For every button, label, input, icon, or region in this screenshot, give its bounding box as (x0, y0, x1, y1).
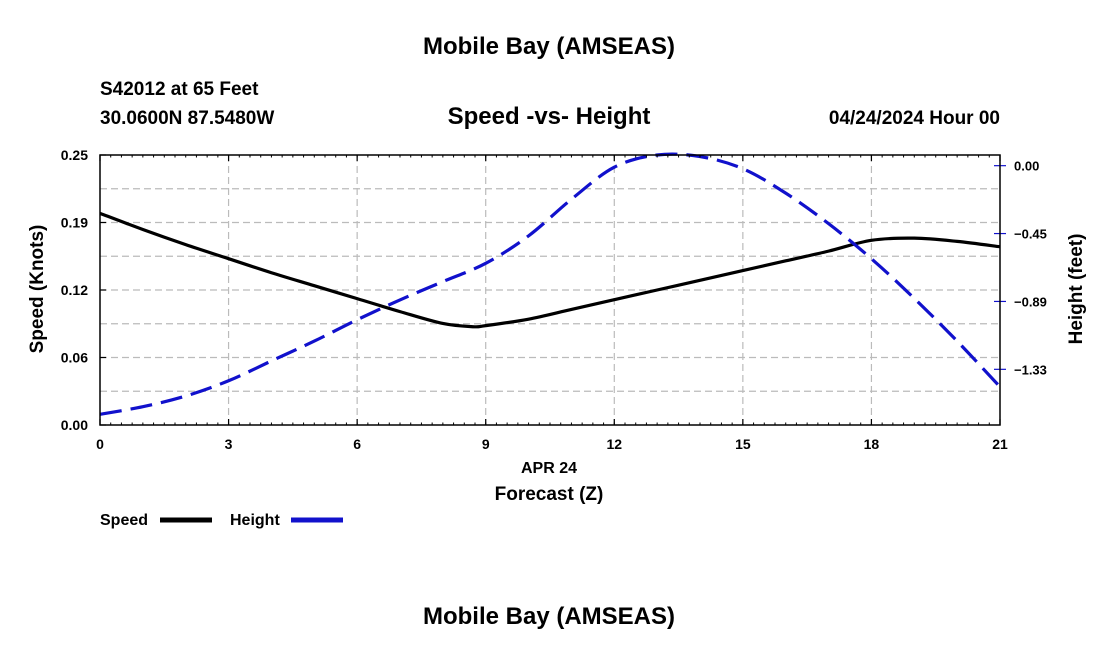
footer-title: Mobile Bay (AMSEAS) (423, 603, 675, 630)
y-tick-label: 0.00 (61, 417, 88, 433)
y-axis-label: Speed (Knots) (27, 225, 48, 354)
series-line-height (99, 152, 1002, 416)
x-tick-label: 6 (353, 436, 361, 452)
series-layer (99, 152, 1002, 416)
chart-title: Mobile Bay (AMSEAS) (423, 33, 675, 60)
x-axis-label: Forecast (Z) (495, 484, 604, 505)
x-sublabel: APR 24 (521, 460, 577, 477)
y-tick-label: 0.12 (61, 282, 88, 298)
station-label: S42012 at 65 Feet (100, 79, 259, 100)
date-label: 04/24/2024 Hour 00 (829, 108, 1000, 129)
y2-tick-label: 0.00 (1014, 159, 1039, 174)
x-tick-label: 3 (225, 436, 233, 452)
coords-label: 30.0600N 87.5480W (100, 108, 274, 129)
series-line-speed (99, 211, 1001, 329)
y2-tick-label: −0.89 (1014, 294, 1047, 309)
x-tick-label: 15 (735, 436, 751, 452)
legend-speed-label: Speed (100, 512, 148, 529)
y2-axis-label: Height (feet) (1066, 234, 1087, 345)
y2-tick-label: −0.45 (1014, 227, 1047, 242)
x-tick-label: 12 (606, 436, 622, 452)
x-tick-label: 9 (482, 436, 490, 452)
plot-frame (99, 154, 1001, 426)
y-tick-label: 0.19 (61, 215, 88, 231)
grid (100, 155, 1000, 425)
legend: Speed Height (100, 512, 343, 529)
x-tick-label: 21 (992, 436, 1008, 452)
axes: 0 3 6 9 12 15 18 21 0.00 0.06 0.12 0.19 0.25 0.00 −0.4… (61, 147, 1047, 452)
legend-height-label: Height (230, 512, 280, 529)
y2-tick-label: −1.33 (1014, 362, 1047, 377)
y-tick-label: 0.06 (61, 350, 88, 366)
x-tick-label: 0 (96, 436, 104, 452)
y-tick-label: 0.25 (61, 147, 88, 163)
x-tick-label: 18 (864, 436, 880, 452)
chart-subtitle: Speed -vs- Height (448, 103, 651, 130)
